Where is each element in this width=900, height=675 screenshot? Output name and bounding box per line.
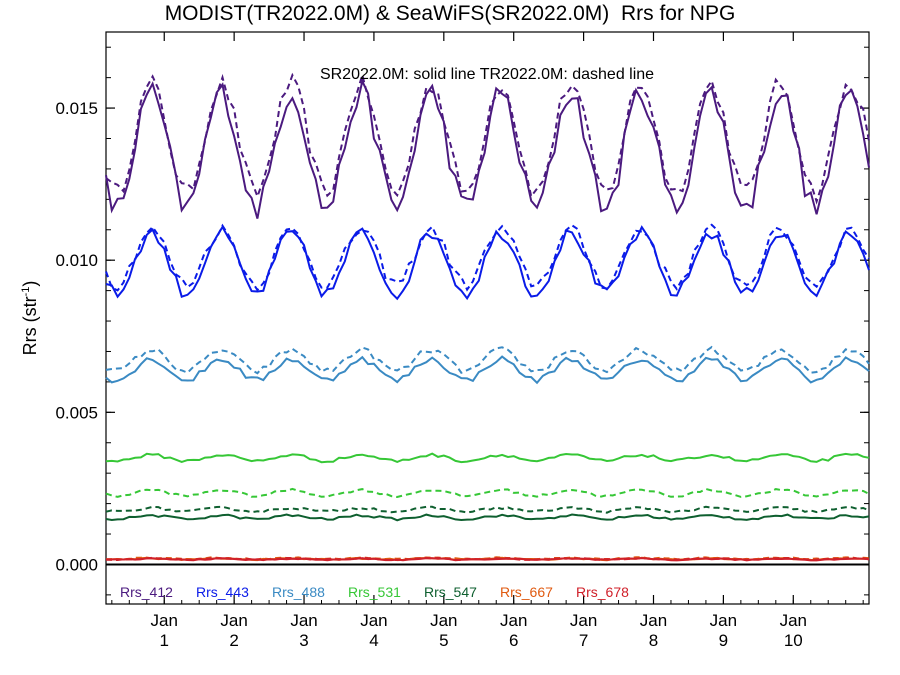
x-tick-month: Jan [500, 611, 527, 630]
x-tick-month: Jan [780, 611, 807, 630]
chart-title: MODIST(TR2022.0M) & SeaWiFS(SR2022.0M) R… [164, 2, 736, 25]
series-Rrs_488-dashed [105, 345, 870, 375]
x-tick-month: Jan [640, 611, 667, 630]
series-Rrs_531-solid [105, 452, 870, 464]
x-tick-month: Jan [570, 611, 597, 630]
x-tick-year: 7 [579, 631, 588, 650]
chart-annotation: SR2022.0M: solid line TR2022.0M: dashed … [320, 66, 654, 83]
x-tick-year: 10 [784, 631, 803, 650]
series-Rrs_547-dashed [105, 505, 870, 514]
series-Rrs_488-solid [105, 355, 870, 385]
x-tick-month: Jan [360, 611, 387, 630]
legend-Rrs_678: Rrs_678 [576, 584, 629, 600]
y-axis-label-sup: -1 [20, 287, 32, 297]
legend-Rrs_531: Rrs_531 [348, 584, 401, 600]
legend: Rrs_412 Rrs_443 Rrs_488 Rrs_531 Rrs_547 Rrs_6… [120, 584, 629, 600]
series-Rrs_531-dashed [105, 487, 870, 499]
legend-Rrs_443: Rrs_443 [196, 584, 249, 600]
x-tick-month: Jan [220, 611, 247, 630]
series-Rrs_678-solid [106, 557, 870, 562]
y-tick-label: 0.000 [55, 555, 98, 574]
axis-ticks: 0.0000.0050.0100.015Jan1Jan2Jan3Jan4Jan5… [55, 32, 869, 650]
y-axis-label: Rrs (str-1) [20, 281, 40, 356]
x-tick-month: Jan [710, 611, 737, 630]
series-Rrs_547-solid [105, 513, 870, 522]
y-axis-label-main: Rrs (str [20, 296, 40, 355]
x-tick-year: 8 [649, 631, 658, 650]
y-tick-label: 0.010 [55, 251, 98, 270]
y-tick-label: 0.005 [55, 403, 98, 422]
x-tick-year: 6 [509, 631, 518, 650]
series-Rrs_412-solid [105, 78, 870, 219]
series-Rrs_443-dashed [105, 223, 870, 292]
series-layer [105, 71, 870, 562]
series-Rrs_412-dashed [105, 71, 870, 205]
legend-Rrs_667: Rrs_667 [500, 584, 553, 600]
series-Rrs_443-solid [105, 225, 870, 301]
x-tick-year: 3 [299, 631, 308, 650]
x-tick-month: Jan [430, 611, 457, 630]
x-tick-month: Jan [290, 611, 317, 630]
svg-text:Rrs (str-1): Rrs (str-1) [20, 281, 40, 356]
legend-Rrs_547: Rrs_547 [424, 584, 477, 600]
legend-Rrs_412: Rrs_412 [120, 584, 173, 600]
plot-frame [105, 31, 870, 605]
x-tick-year: 1 [160, 631, 169, 650]
x-tick-month: Jan [151, 611, 178, 630]
x-tick-year: 4 [369, 631, 378, 650]
x-tick-year: 9 [719, 631, 728, 650]
x-tick-year: 5 [439, 631, 448, 650]
y-tick-label: 0.015 [55, 99, 98, 118]
x-tick-year: 2 [229, 631, 238, 650]
y-axis-label-tail: ) [20, 281, 40, 287]
legend-Rrs_488: Rrs_488 [272, 584, 325, 600]
